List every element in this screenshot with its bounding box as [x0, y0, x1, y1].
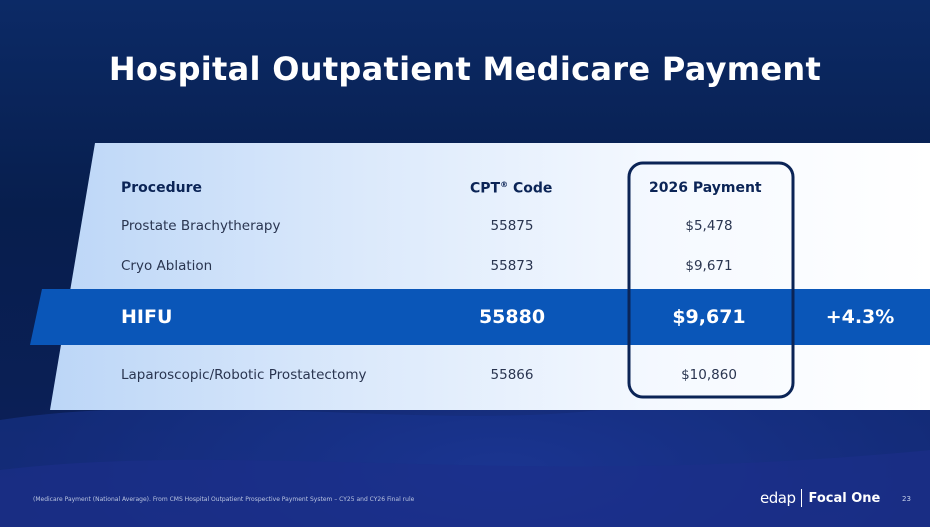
hifu-procedure: HIFU: [121, 306, 173, 328]
background-wave: [0, 403, 930, 527]
slide-title: Hospital Outpatient Medicare Payment: [108, 50, 822, 88]
hifu-highlight-band: [30, 289, 930, 345]
row-procedure: Prostate Brachytherapy: [121, 218, 281, 234]
logo-edap: edap: [760, 489, 796, 507]
source-footnote: (Medicare Payment (National Average). Fr…: [33, 496, 415, 503]
header-cpt-code: CPT® Code: [470, 180, 552, 197]
header-procedure: Procedure: [121, 180, 202, 196]
hifu-payment: $9,671: [672, 306, 746, 328]
company-logo: edap Focal One: [760, 488, 880, 508]
row-payment: $10,860: [681, 367, 737, 383]
logo-divider: [801, 489, 803, 507]
payment-column-outline: [627, 161, 795, 399]
logo-focal-one: Focal One: [808, 490, 881, 506]
registered-mark: ®: [500, 180, 509, 189]
row-procedure: Cryo Ablation: [121, 258, 213, 274]
hifu-change: +4.3%: [825, 306, 895, 328]
hifu-code: 55880: [478, 306, 546, 328]
header-cpt: CPT: [470, 180, 501, 197]
row-code: 55873: [490, 258, 534, 274]
row-procedure: Laparoscopic/Robotic Prostatectomy: [121, 367, 367, 383]
header-2026-payment: 2026 Payment: [649, 180, 762, 196]
row-code: 55875: [490, 218, 534, 234]
row-payment: $9,671: [685, 258, 733, 274]
page-number: 23: [902, 495, 911, 503]
row-payment: $5,478: [685, 218, 733, 234]
row-code: 55866: [490, 367, 534, 383]
header-code: Code: [508, 180, 553, 197]
